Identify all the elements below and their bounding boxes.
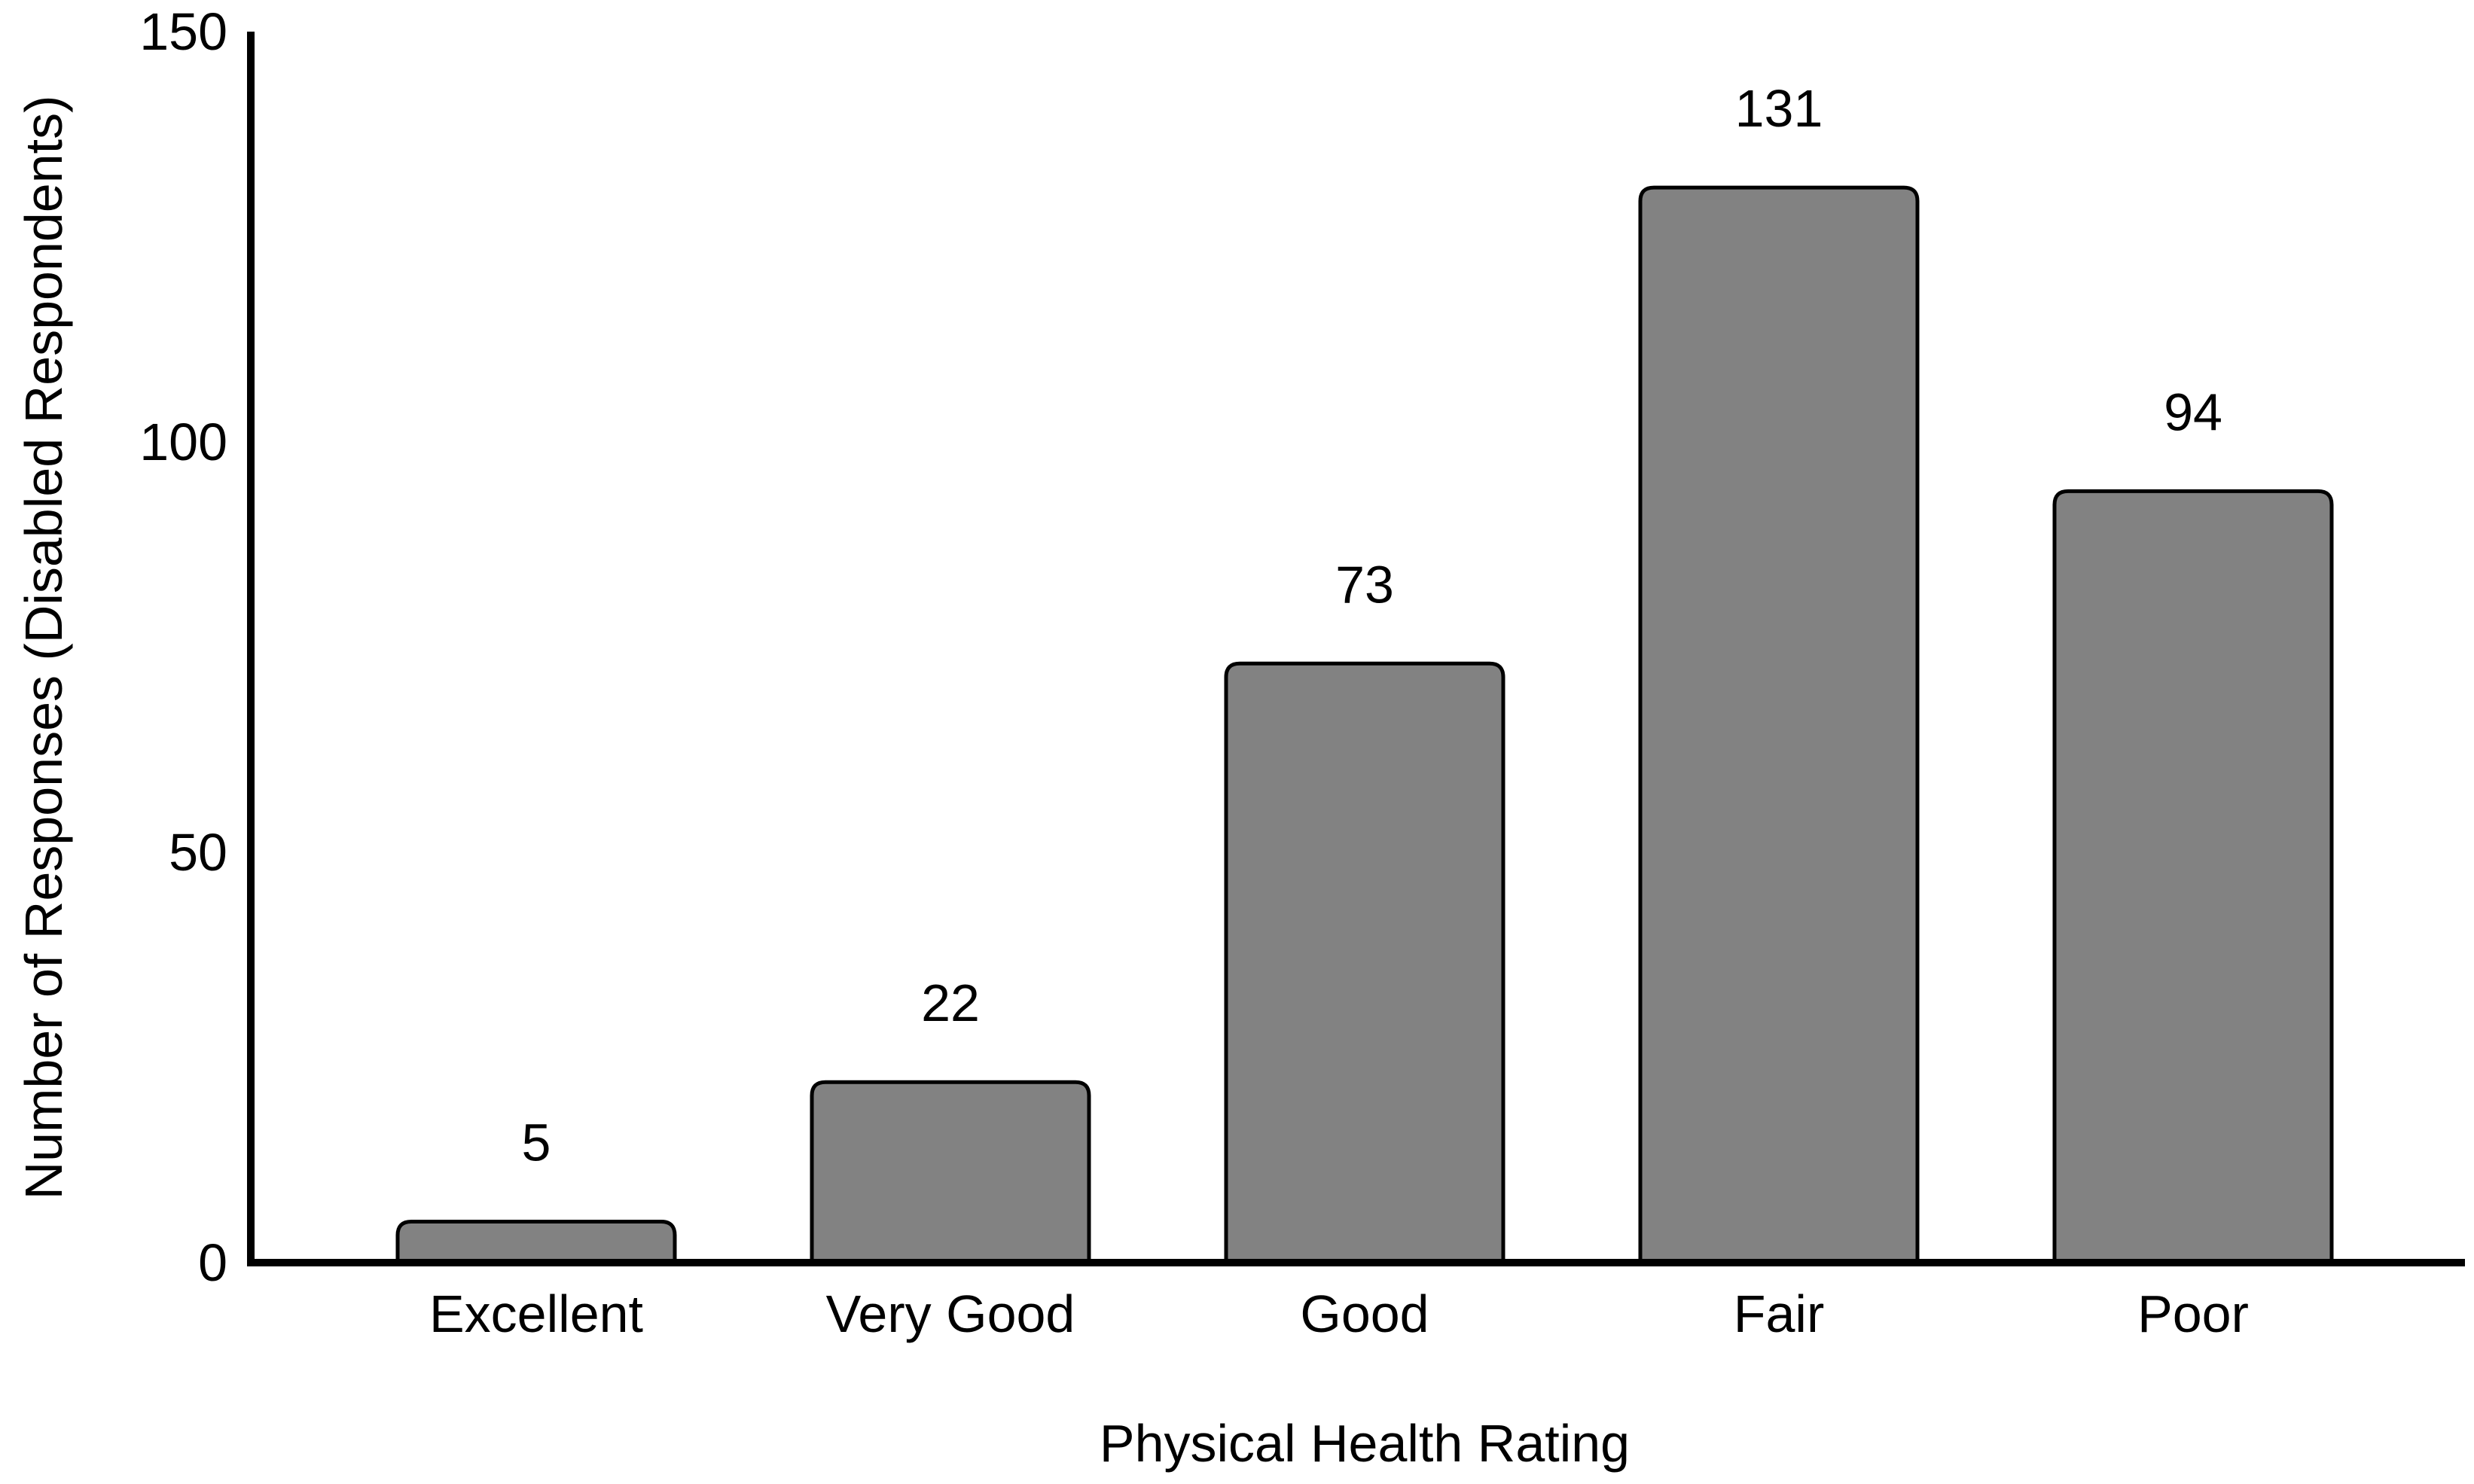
- y-axis-title: Number of Responses (Disabled Respondent…: [14, 95, 73, 1200]
- bar-very-good: [810, 1080, 1091, 1265]
- bar-value-label: 94: [2164, 382, 2222, 441]
- y-tick-label: 100: [139, 413, 227, 471]
- bar-excellent: [395, 1220, 677, 1265]
- bar-value-label: 131: [1735, 79, 1823, 138]
- x-tick-label: Good: [1300, 1284, 1429, 1343]
- x-tick-label: Excellent: [429, 1284, 643, 1343]
- bar-value-label: 73: [1335, 555, 1394, 614]
- x-tick-label: Poor: [2137, 1284, 2249, 1343]
- y-tick-label: 0: [198, 1233, 227, 1292]
- x-axis-title: Physical Health Rating: [1099, 1414, 1631, 1473]
- x-tick-label: Very Good: [826, 1284, 1075, 1343]
- y-tick-label: 150: [139, 2, 227, 61]
- bar-poor: [2052, 489, 2334, 1265]
- bar-good: [1224, 661, 1505, 1265]
- bar-value-label: 5: [522, 1114, 551, 1172]
- bar-fair: [1638, 185, 1920, 1265]
- y-tick-label: 50: [169, 823, 227, 882]
- bar-value-label: 22: [921, 974, 980, 1032]
- x-tick-label: Fair: [1734, 1284, 1825, 1343]
